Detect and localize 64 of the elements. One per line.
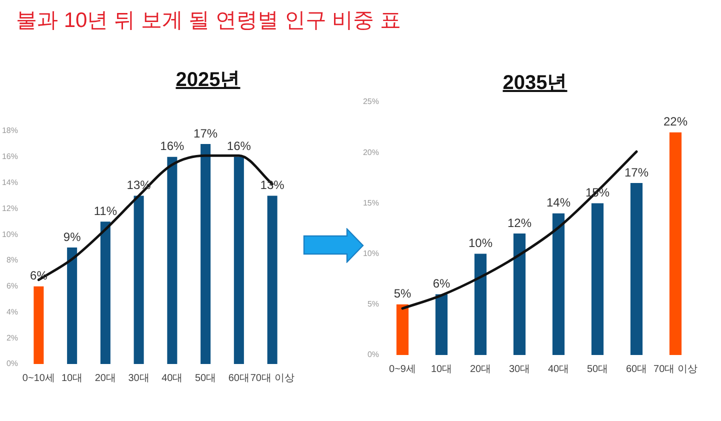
y-tick-label: 25% xyxy=(362,97,379,106)
data-label: 22% xyxy=(663,114,688,129)
x-tick-label: 50대 xyxy=(586,364,608,375)
y-tick-label: 12% xyxy=(2,204,18,213)
bar xyxy=(435,294,448,355)
x-tick-label: 70대 이상 xyxy=(250,372,294,384)
x-tick-label: 50대 xyxy=(195,372,216,384)
y-tick-label: 4% xyxy=(6,307,18,316)
bar xyxy=(591,203,604,355)
data-label: 16% xyxy=(226,139,252,154)
y-tick-label: 0% xyxy=(6,359,18,368)
data-label: 12% xyxy=(507,216,532,230)
bar xyxy=(552,213,565,355)
y-tick-label: 10% xyxy=(2,230,18,239)
bar xyxy=(234,156,244,364)
y-tick-label: 6% xyxy=(6,282,18,291)
data-label: 17% xyxy=(624,165,649,180)
y-tick-label: 20% xyxy=(362,148,379,157)
x-tick-label: 60대 xyxy=(626,364,648,375)
y-tick-label: 8% xyxy=(6,256,18,265)
x-tick-label: 30대 xyxy=(128,372,150,384)
data-label: 5% xyxy=(394,286,412,301)
bar xyxy=(167,156,178,364)
x-tick-label: 60대 xyxy=(228,372,250,384)
x-tick-label: 10대 xyxy=(62,372,83,384)
data-label: 6% xyxy=(432,276,450,291)
x-tick-label: 40대 xyxy=(548,364,570,375)
bar xyxy=(100,222,110,364)
y-tick-label: 10% xyxy=(362,249,379,258)
bar xyxy=(630,182,643,355)
x-tick-label: 10대 xyxy=(430,364,452,375)
data-label: 11% xyxy=(94,204,118,218)
y-tick-label: 16% xyxy=(2,152,18,162)
x-tick-label: 20대 xyxy=(470,364,492,375)
y-tick-label: 5% xyxy=(367,300,379,309)
bar xyxy=(474,254,487,355)
bar xyxy=(34,286,44,364)
data-label: 14% xyxy=(546,196,571,210)
y-tick-label: 15% xyxy=(362,198,379,208)
data-label: 10% xyxy=(468,236,493,250)
chart-title: 2025년 xyxy=(176,68,240,93)
bar xyxy=(396,304,409,355)
data-label: 9% xyxy=(63,230,82,244)
bar xyxy=(67,248,78,364)
bar xyxy=(513,234,526,355)
x-tick-label: 20대 xyxy=(94,372,116,384)
y-tick-label: 18% xyxy=(2,126,18,136)
bar xyxy=(267,196,278,364)
bar xyxy=(669,132,682,355)
y-tick-label: 14% xyxy=(2,178,18,187)
x-tick-label: 40대 xyxy=(162,372,183,384)
data-label: 16% xyxy=(160,139,185,154)
bar xyxy=(200,144,211,364)
text: 불과 10년 뒤 보게 될 연령별 인구 비중 표 xyxy=(16,8,402,34)
x-tick-label: 0~10세 xyxy=(22,372,55,384)
bar xyxy=(134,196,144,364)
x-tick-label: 70대 이상 xyxy=(654,364,698,375)
x-tick-label: 0~9세 xyxy=(389,364,416,375)
y-tick-label: 2% xyxy=(6,333,18,342)
y-tick-label: 0% xyxy=(367,350,379,360)
x-tick-label: 30대 xyxy=(508,364,530,375)
chart-title: 2035년 xyxy=(502,71,568,96)
data-label: 17% xyxy=(194,126,218,140)
data-label: 13% xyxy=(260,178,285,192)
